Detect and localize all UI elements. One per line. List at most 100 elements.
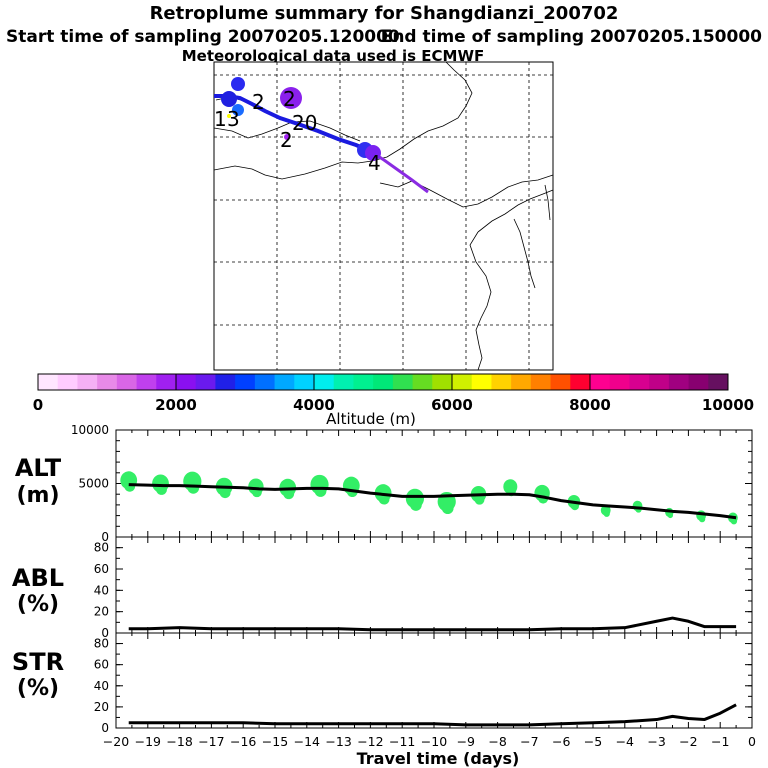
x-tick-label: −10 [421, 734, 447, 749]
colorbar-swatches [38, 374, 729, 390]
colorbar-tick-label: 0 [33, 396, 43, 414]
colorbar-swatch [195, 374, 216, 390]
colorbar-swatch [511, 374, 532, 390]
colorbar-ticks: 0 2000 4000 6000 8000 10000 [33, 374, 754, 414]
x-tick-label: −7 [520, 734, 538, 749]
abl-y-tick-label: 40 [94, 583, 109, 597]
alt-y-tick-label: 5000 [78, 477, 109, 491]
alt-y-tick-label: 0 [101, 530, 109, 544]
abl-y-tick-label: 80 [94, 541, 109, 555]
trajectory-map: 1 3 2 2 20 2 4 [213, 61, 554, 371]
colorbar-swatch [629, 374, 650, 390]
colorbar-swatch [57, 374, 78, 390]
colorbar-tick-label: 6000 [431, 396, 473, 414]
abl-y-tick-label: 20 [94, 605, 109, 619]
str-label: STR [12, 648, 64, 676]
str-y-tick-label: 20 [94, 700, 109, 714]
map-gridlines [214, 62, 553, 370]
altitude-colorbar: 0 2000 4000 6000 8000 10000 Altitude (m) [33, 373, 754, 428]
map-frame [213, 61, 554, 371]
x-tick-label: −3 [647, 734, 665, 749]
cluster-marker [232, 104, 244, 116]
str-unit-label: (%) [17, 676, 59, 701]
colorbar-swatch [530, 374, 552, 390]
map-label: 3 [227, 107, 240, 131]
colorbar-swatch [432, 374, 453, 390]
altitude-cluster [667, 512, 674, 519]
map-label: 20 [292, 111, 317, 135]
x-tick-label: −5 [584, 734, 602, 749]
colorbar-swatch [116, 374, 138, 390]
colorbar-swatch [77, 374, 98, 390]
colorbar-swatch [333, 374, 354, 390]
altitude-cluster [219, 487, 231, 499]
colorbar-swatch [452, 374, 473, 390]
colorbar-swatch [353, 374, 374, 390]
str-panel-frame [115, 632, 753, 729]
colorbar-swatch [392, 374, 414, 390]
str-y-tick-label: 60 [94, 658, 109, 672]
x-tick-label: −8 [488, 734, 506, 749]
figure-title: Retroplume summary for Shangdianzi_20070… [150, 3, 619, 24]
met-data-label: Meteorological data used is ECMWF [182, 47, 485, 65]
abl-unit-label: (%) [17, 592, 59, 617]
x-tick-label: −11 [389, 734, 415, 749]
colorbar-swatch [373, 374, 394, 390]
altitude-cluster [378, 493, 390, 505]
abl-label: ABL [12, 564, 64, 592]
x-tick-label: 0 [748, 734, 756, 749]
start-time-label: Start time of sampling 20070205.120000 [6, 27, 400, 47]
colorbar-swatch [590, 374, 611, 390]
altitude-cluster [441, 502, 454, 515]
alt-panel: 10000 5000 0 [71, 423, 753, 544]
abl-panel: 80 60 40 20 0 [94, 536, 753, 640]
abl-y-tick-label: 60 [94, 562, 109, 576]
x-tick-label: −15 [262, 734, 288, 749]
colorbar-swatch [176, 374, 197, 390]
colorbar-swatch [294, 374, 315, 390]
altitude-cluster [603, 510, 610, 517]
end-time-label: End time of sampling 20070205.150000 [381, 27, 762, 47]
colorbar-swatch [274, 374, 295, 390]
colorbar-swatch [97, 374, 118, 390]
str-y-tick-label: 0 [101, 721, 109, 735]
colorbar-swatch [314, 374, 335, 390]
alt-unit-label: (m) [16, 483, 59, 508]
cluster-marker [221, 91, 237, 107]
abl-series-line [128, 616, 737, 632]
str-y-tick-label: 40 [94, 679, 109, 693]
cluster-marker [231, 77, 245, 91]
colorbar-tick-label: 4000 [293, 396, 335, 414]
altitude-cluster [474, 494, 485, 505]
x-tick-label: −1 [711, 734, 729, 749]
colorbar-swatch [471, 374, 492, 390]
colorbar-swatch [491, 374, 512, 390]
altitude-cluster [698, 515, 706, 523]
colorbar-swatch [708, 374, 729, 390]
map-label: 2 [280, 128, 293, 152]
x-tick-label: −9 [457, 734, 475, 749]
altitude-cluster [410, 499, 422, 511]
colorbar-tick-label: 2000 [155, 396, 197, 414]
x-tick-label: −4 [616, 734, 634, 749]
altitude-cluster [730, 518, 738, 525]
colorbar-swatch [609, 374, 630, 390]
map-label: 2 [283, 87, 296, 111]
x-tick-label: −16 [230, 734, 256, 749]
str-series-line [128, 703, 737, 727]
altitude-cluster [124, 480, 136, 492]
cluster-marker [280, 87, 302, 109]
colorbar-swatch [215, 374, 236, 390]
map-label: 1 [214, 107, 227, 131]
x-tick-labels: −20 −19 −18 −17 −16 −15 −14 −13 −12 −11 −10 −9 −8 −7−… [103, 734, 756, 749]
colorbar-swatch [136, 374, 157, 390]
x-tick-label: −18 [166, 734, 192, 749]
map-label: 4 [368, 151, 381, 175]
cluster-marker [365, 145, 381, 161]
alt-label: ALT [15, 454, 62, 482]
colorbar-label: Altitude (m) [326, 410, 416, 428]
colorbar-swatch [668, 374, 690, 390]
map-label: 2 [252, 90, 265, 114]
